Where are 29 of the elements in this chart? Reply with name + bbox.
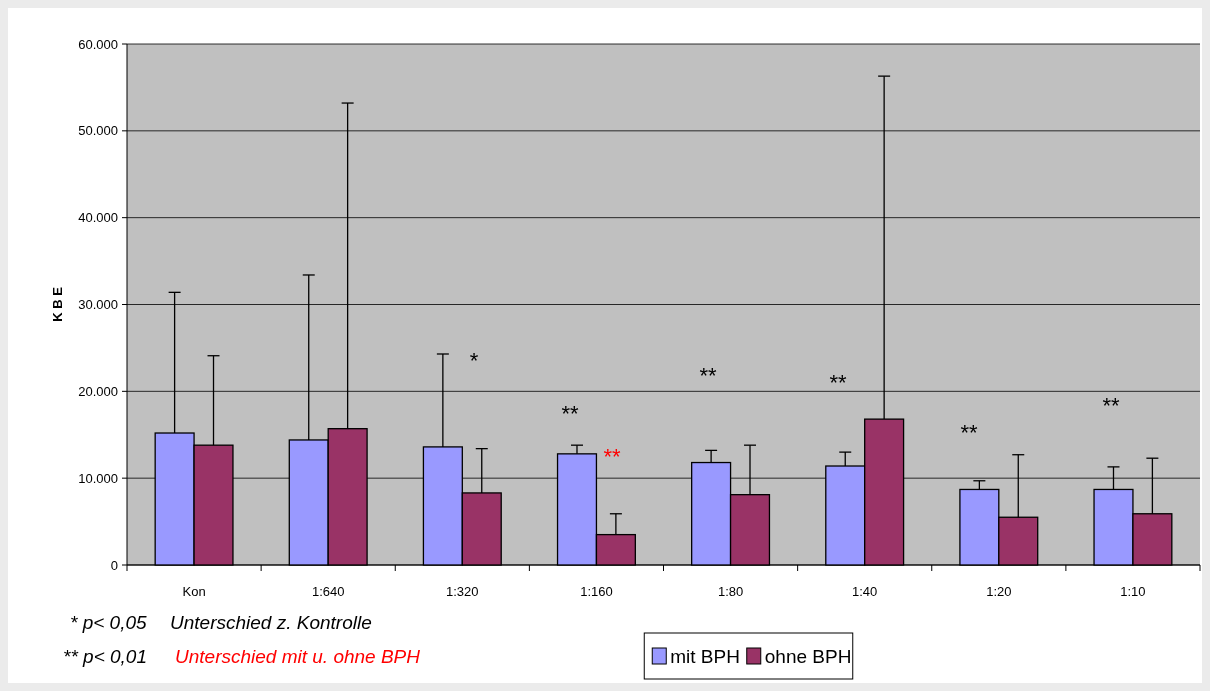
annotation: **: [829, 369, 847, 395]
annotation: **: [960, 419, 978, 445]
x-tick-label: 1:160: [580, 584, 613, 599]
y-axis-title: K B E: [50, 286, 65, 322]
y-tick-label: 20.000: [78, 383, 118, 399]
x-tick-label: 1:80: [717, 584, 744, 599]
y-tick-label: 0: [110, 557, 118, 573]
annotation: **: [561, 400, 579, 426]
y-tick-label: 30.000: [78, 297, 118, 313]
text: Unterschied z. Kontrolle: [170, 611, 372, 633]
annotation: **: [1102, 392, 1120, 418]
legend-label: mit BPH: [670, 646, 740, 667]
text: * p< 0,05: [70, 611, 148, 633]
x-tick-label: 1:10: [1120, 584, 1146, 599]
x-tick-label: 1:640: [311, 584, 345, 599]
annotation: *: [469, 347, 479, 373]
y-tick-label: 40.000: [78, 210, 118, 226]
y-tick-label: 60.000: [78, 36, 118, 52]
legend-label: ohne BPH: [764, 646, 852, 667]
annotation: **: [603, 443, 621, 469]
y-tick-label: 10.000: [78, 470, 118, 486]
x-tick-label: 1:320: [446, 584, 479, 599]
text: ** p< 0,01: [63, 645, 147, 667]
text: Unterschied mit u. ohne BPH: [175, 645, 421, 667]
x-tick-label: 1:20: [986, 584, 1012, 599]
x-tick-label: Kon: [182, 584, 206, 599]
annotation: **: [699, 362, 717, 388]
x-tick-label: 1:40: [852, 584, 878, 599]
y-tick-label: 50.000: [78, 123, 118, 139]
